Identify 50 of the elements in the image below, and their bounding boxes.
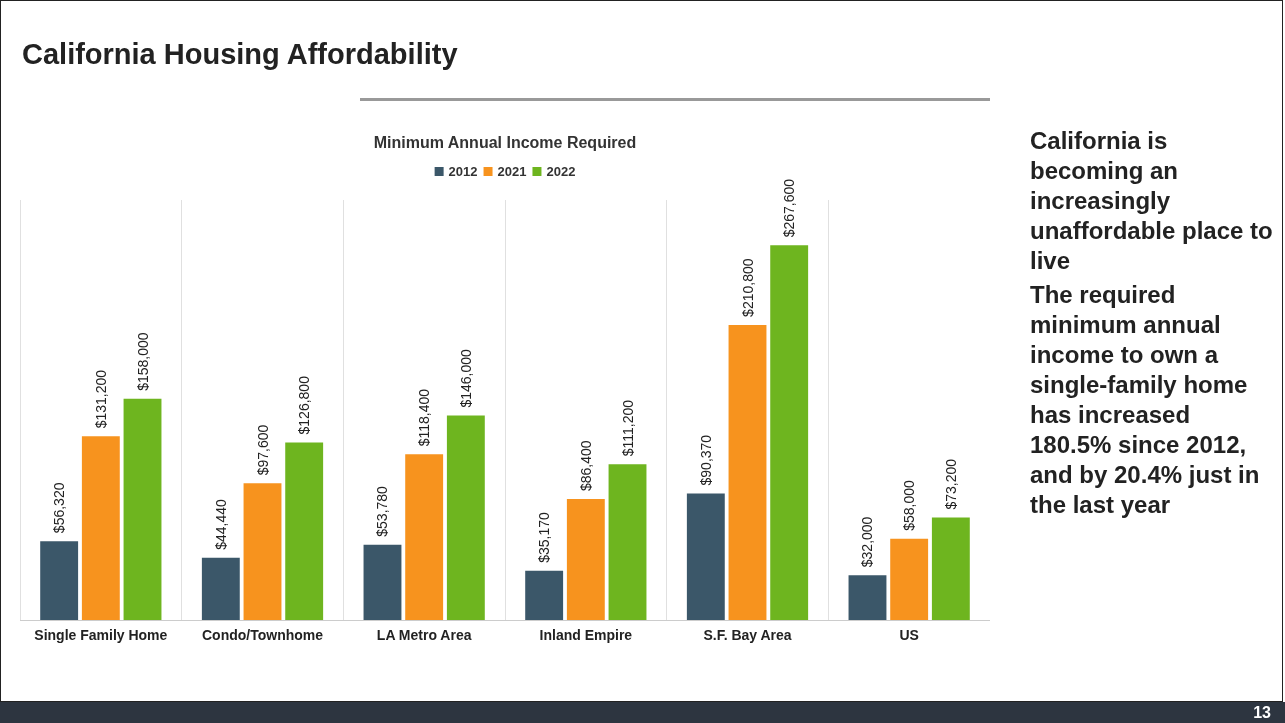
data-label: $210,800 <box>739 258 756 317</box>
bar <box>405 454 444 620</box>
text: California is becoming an increasingly unaffordable place to live <box>1029 126 1274 276</box>
bar <box>81 436 120 620</box>
bar <box>848 575 887 620</box>
x-tick-label: LA Metro Area <box>376 627 472 643</box>
data-label: $267,600 <box>781 178 798 238</box>
bar <box>40 541 79 620</box>
bar <box>931 517 970 620</box>
bar <box>285 442 324 620</box>
bar <box>201 557 240 620</box>
x-tick-label: Inland Empire <box>539 627 633 643</box>
data-label: $90,370 <box>697 434 714 486</box>
bar <box>123 398 162 620</box>
chart-title: California Housing Affordability <box>22 38 458 71</box>
legend-label: 2022 <box>546 164 576 179</box>
bar <box>566 499 605 620</box>
bar <box>243 483 282 620</box>
data-label: $97,600 <box>254 424 271 476</box>
bar <box>890 538 929 620</box>
bar <box>446 415 485 620</box>
bar <box>608 464 647 620</box>
data-label: $35,170 <box>536 511 553 563</box>
data-label: $86,400 <box>577 440 594 492</box>
legend-label: 2012 <box>448 164 478 179</box>
text: The required minimum annual income to own a single-family home has increased 180.5% since 2012, and by 20.4% just in the last year <box>1029 280 1261 520</box>
legend-label: 2021 <box>497 164 527 179</box>
x-tick-label: Single Family Home <box>34 627 168 643</box>
data-label: $73,200 <box>942 458 959 510</box>
text: 13 <box>1253 703 1271 723</box>
chart-subtitle: Minimum Annual Income Required <box>372 134 638 152</box>
x-tick-label: Condo/Townhome <box>201 627 324 643</box>
data-label: $126,800 <box>296 375 313 435</box>
bar <box>686 493 725 620</box>
data-label: $32,000 <box>859 516 876 568</box>
data-label: $131,200 <box>92 369 109 429</box>
bar <box>770 245 809 620</box>
data-label: $118,400 <box>416 388 433 447</box>
data-label: $146,000 <box>457 348 474 408</box>
data-label: $53,780 <box>374 485 391 537</box>
data-label: $58,000 <box>901 479 918 531</box>
x-tick-label: S.F. Bay Area <box>703 627 792 643</box>
bar <box>363 544 402 620</box>
x-tick-label: US <box>899 627 919 643</box>
data-label: $56,320 <box>51 482 68 534</box>
data-label: $111,200 <box>619 399 636 457</box>
data-label: $44,440 <box>212 498 229 550</box>
bar <box>525 570 564 620</box>
bar <box>728 324 767 620</box>
data-label: $158,000 <box>134 332 151 391</box>
